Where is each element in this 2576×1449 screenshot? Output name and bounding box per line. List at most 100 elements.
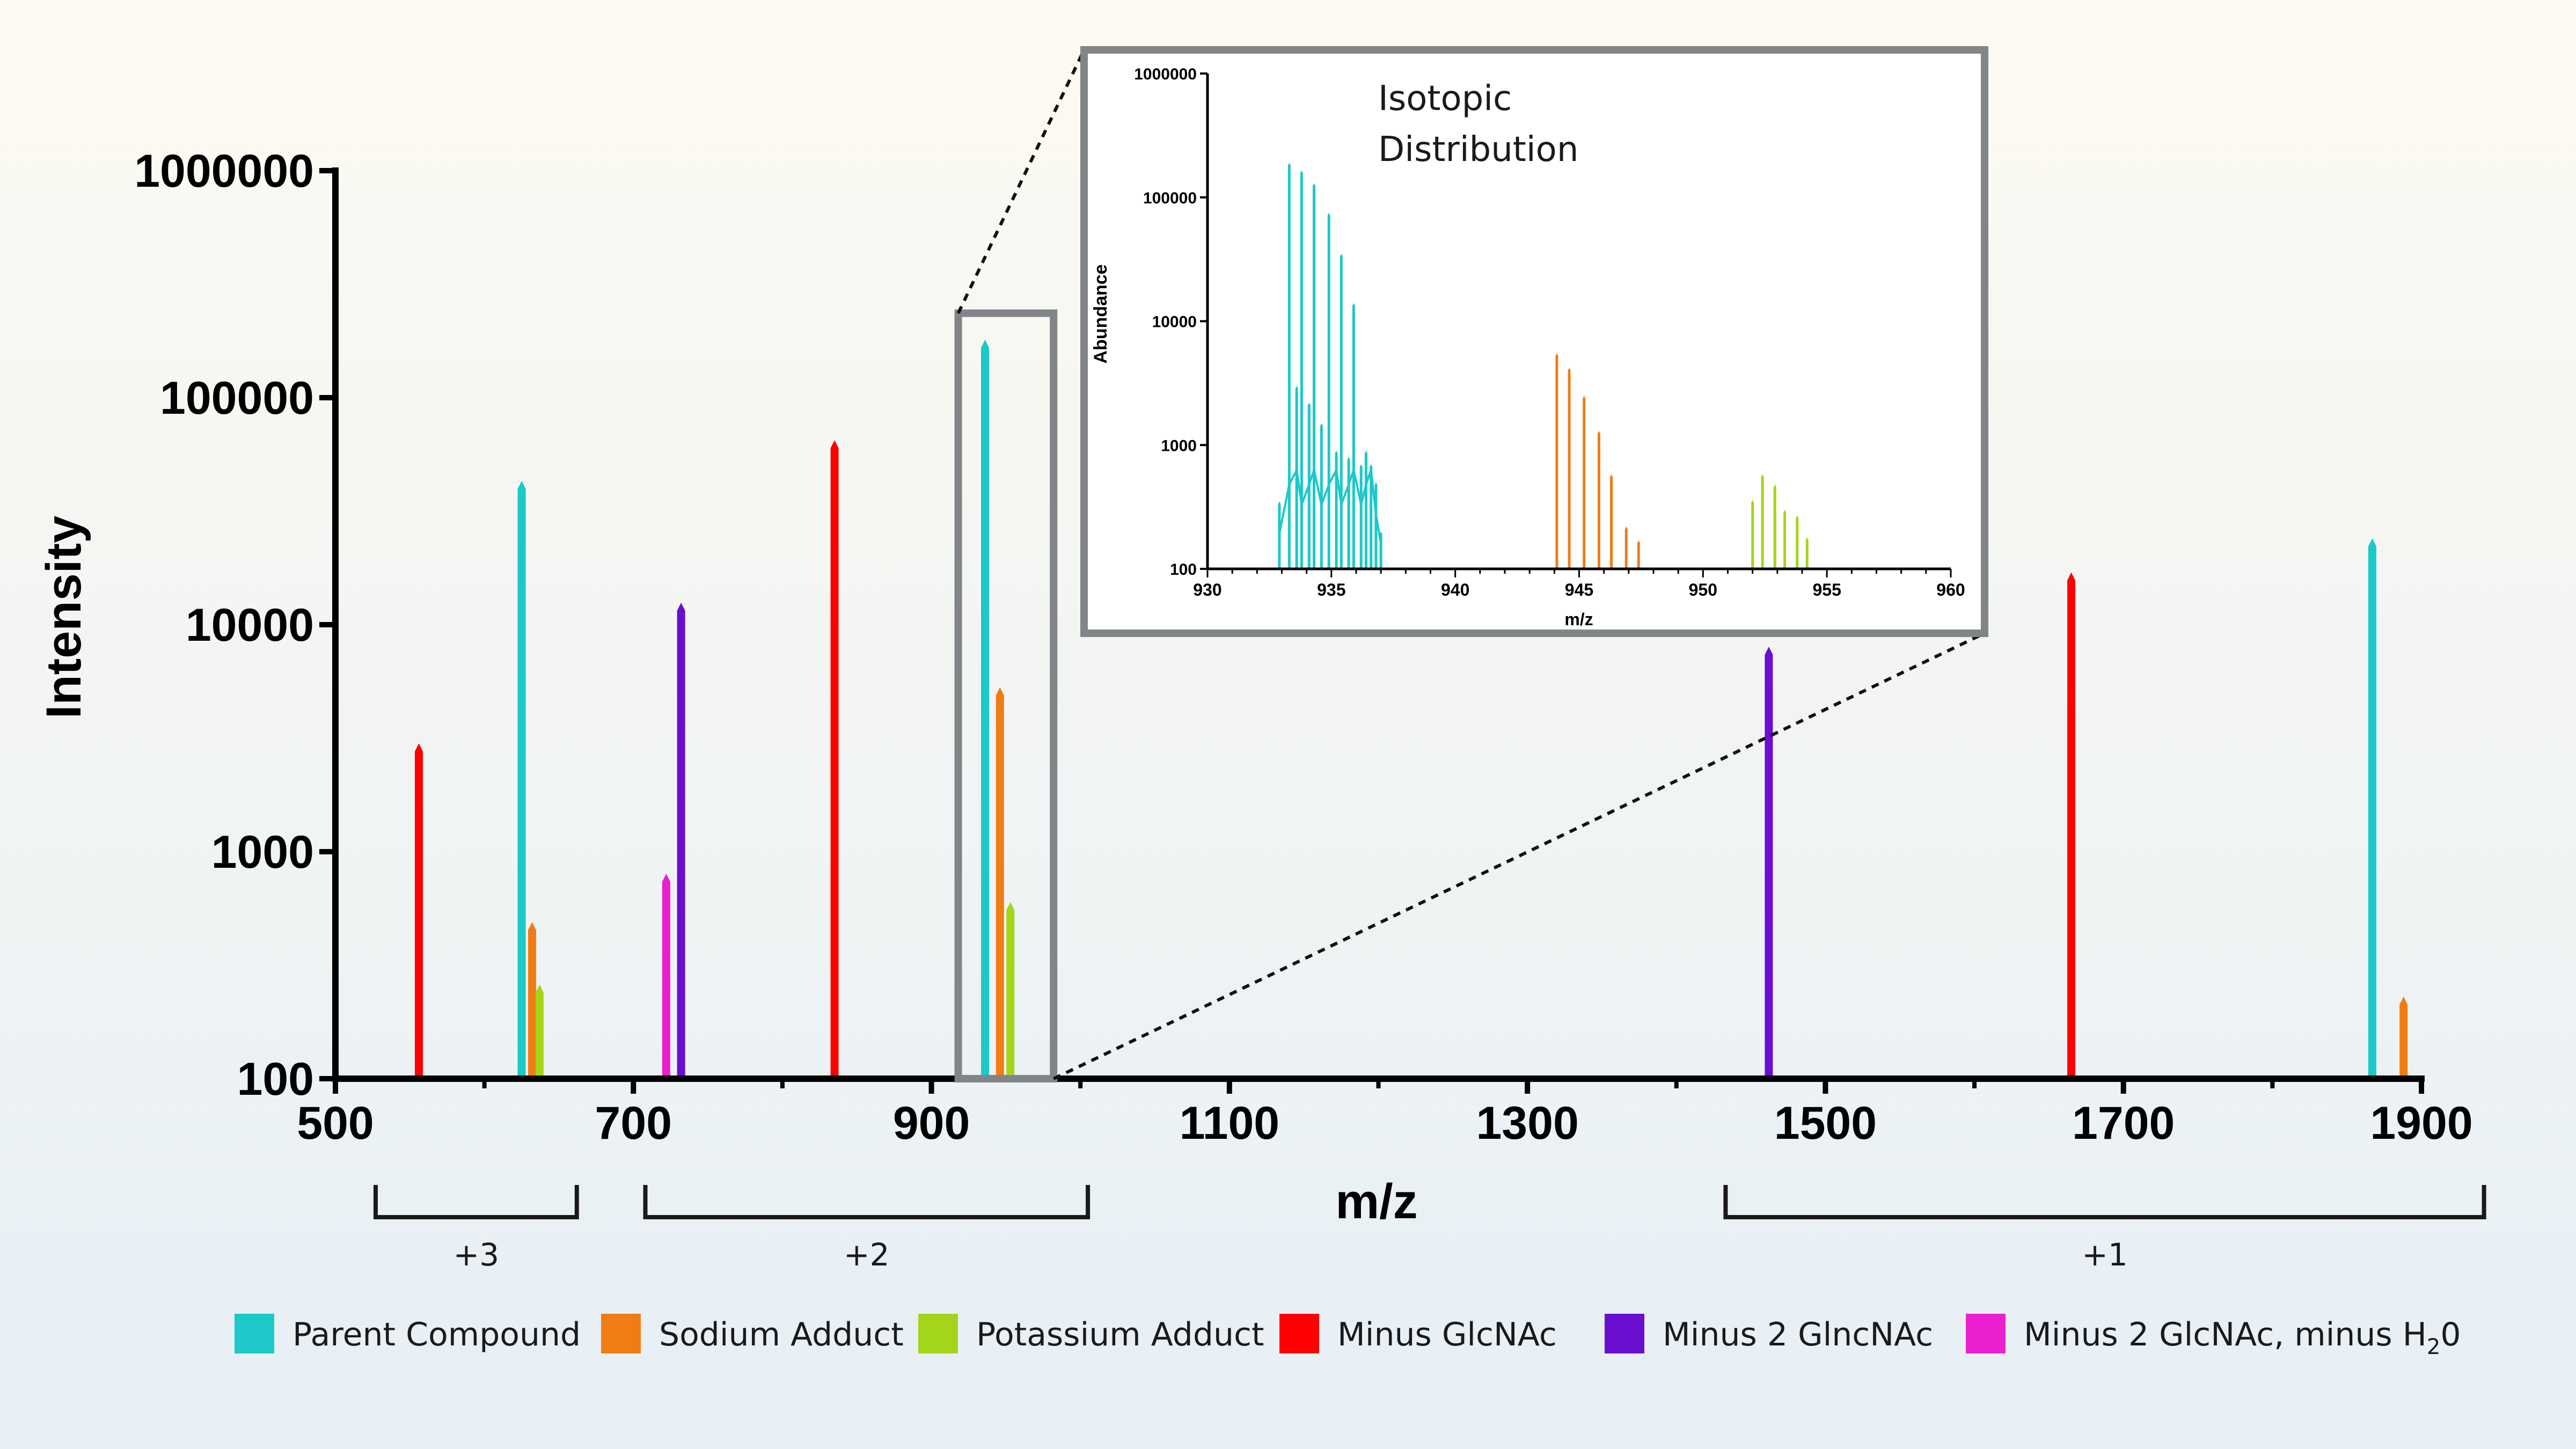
- legend-label: Minus GlcNAc: [1337, 1316, 1557, 1353]
- inset-peak-0-13: [1364, 450, 1367, 569]
- inset-y-tick-label: 100000: [1143, 189, 1197, 207]
- peak-4-0: [677, 603, 685, 1079]
- inset-peak-0-7: [1327, 213, 1330, 569]
- x-tick-label: 1500: [1774, 1097, 1877, 1149]
- x-tick-label: 1100: [1180, 1097, 1280, 1149]
- charge-label: +3: [453, 1236, 500, 1273]
- peak-0-0: [517, 481, 526, 1079]
- inset-peak-1-4: [1610, 474, 1613, 569]
- inset-peak-2-3: [1783, 509, 1787, 569]
- x-tick-label: 1300: [1476, 1097, 1578, 1149]
- peak-1-1: [996, 687, 1004, 1079]
- inset-x-axis-label: m/z: [1564, 610, 1593, 629]
- inset-peak-1-2: [1583, 396, 1586, 569]
- inset-peak-1-5: [1624, 526, 1628, 569]
- legend-swatch: [235, 1314, 274, 1353]
- inset-peak-0-5: [1313, 183, 1316, 569]
- charge-label: +1: [2082, 1236, 2128, 1273]
- inset-peak-2-4: [1796, 515, 1799, 569]
- inset-x-tick-label: 945: [1565, 580, 1593, 599]
- inset-peak-1-0: [1555, 353, 1558, 569]
- y-tick-label: 1000000: [134, 145, 314, 197]
- peak-4-1: [1765, 646, 1773, 1079]
- legend-label: Parent Compound: [292, 1316, 581, 1353]
- inset-frame: [1080, 46, 1988, 637]
- inset-peak-2-2: [1773, 484, 1776, 569]
- legend-swatch: [1966, 1314, 2006, 1353]
- peak-3-2: [2067, 572, 2076, 1079]
- inset-peak-0-3: [1300, 170, 1303, 569]
- inset-axes: 100 1000 10000 100000 1000000 930 935 940 945 950…: [1134, 65, 1965, 599]
- charge-bracket: [643, 1185, 1091, 1219]
- legend: Parent Compound Sodium Adduct Potassium Ad…: [235, 1314, 2461, 1359]
- peak-3-1: [830, 440, 839, 1079]
- peak-0-1: [981, 340, 990, 1079]
- x-tick-label: 1900: [2370, 1097, 2472, 1149]
- inset-peak-1-6: [1637, 540, 1640, 569]
- legend-label: Minus 2 GlcNAc, minus H20: [2024, 1316, 2461, 1359]
- inset-y-tick-label: 10000: [1152, 313, 1197, 331]
- inset-peak-0-11: [1352, 303, 1355, 569]
- peak-0-2: [2368, 538, 2376, 1079]
- inset-peak-1-1: [1568, 368, 1571, 569]
- zoom-indicator: [954, 49, 1986, 1082]
- inset-peak-2-5: [1805, 537, 1809, 569]
- inset-peak-0-10: [1347, 457, 1350, 569]
- x-tick-label: 900: [893, 1097, 970, 1149]
- inset-x-tick-label: 955: [1812, 580, 1841, 599]
- inset-x-tick-label: 935: [1317, 580, 1345, 599]
- inset-x-tick-label: 930: [1193, 580, 1221, 599]
- inset-y-tick-label: 100: [1170, 561, 1197, 579]
- legend-label: Minus 2 GlncNAc: [1663, 1316, 1933, 1353]
- y-tick-label: 10000: [186, 599, 314, 651]
- legend-swatch: [601, 1314, 641, 1353]
- inset-peak-2-1: [1761, 474, 1764, 569]
- inset-baseline-trace: [1278, 466, 1382, 544]
- peak-5-0: [662, 873, 670, 1079]
- peak-2-1: [1006, 902, 1015, 1079]
- charge-label: +2: [844, 1236, 890, 1273]
- inset-y-tick-label: 1000000: [1134, 65, 1197, 83]
- y-tick-label: 100: [237, 1053, 314, 1105]
- legend-swatch: [918, 1314, 958, 1353]
- charge-bracket: [1723, 1185, 2486, 1219]
- legend-swatch: [1279, 1314, 1319, 1353]
- x-tick-label: 1700: [2072, 1097, 2175, 1149]
- inset-peak-1-3: [1597, 430, 1600, 569]
- main-axes: 100 1000 10000 100000 1000000 500 700 900 1100 13…: [134, 145, 2472, 1149]
- charge-bracket: [373, 1185, 579, 1219]
- inset-peak-2-0: [1751, 500, 1754, 569]
- charge-brackets: +3 +2 +1: [373, 1185, 2486, 1273]
- inset-peak-0-12: [1359, 464, 1363, 569]
- inset-x-tick-label: 960: [1936, 580, 1965, 599]
- y-tick-label: 1000: [211, 826, 314, 878]
- peak-1-0: [528, 922, 536, 1079]
- main-peaks: [414, 340, 2408, 1079]
- inset-x-tick-label: 940: [1441, 580, 1469, 599]
- inset-peak-0-0: [1278, 501, 1281, 569]
- main-chart: 100 1000 10000 100000 1000000 500 700 900 1100 13…: [36, 145, 2486, 1273]
- inset-peak-0-9: [1340, 253, 1343, 569]
- inset-peak-0-14: [1370, 464, 1373, 569]
- legend-label: Sodium Adduct: [659, 1316, 904, 1353]
- y-axis-label: Intensity: [36, 516, 91, 719]
- peak-2-0: [535, 984, 544, 1079]
- x-axis-label: m/z: [1335, 1174, 1417, 1229]
- inset-y-tick-label: 1000: [1161, 437, 1197, 455]
- inset-peaks: [1278, 163, 1809, 569]
- x-tick-label: 500: [297, 1097, 374, 1149]
- peak-1-2: [2399, 996, 2408, 1079]
- legend-swatch: [1605, 1314, 1644, 1353]
- x-tick-label: 700: [595, 1097, 672, 1149]
- inset-y-axis-label: Abundance: [1091, 264, 1111, 363]
- y-tick-label: 100000: [160, 372, 314, 424]
- zoom-connector-bottom: [1052, 632, 1986, 1080]
- zoom-connector-top: [956, 49, 1086, 314]
- peak-3-0: [414, 743, 423, 1079]
- inset-x-tick-label: 950: [1689, 580, 1717, 599]
- inset-peak-0-1: [1287, 163, 1291, 569]
- inset-chart: 100 1000 10000 100000 1000000 930 935 940 945 950…: [1080, 46, 1988, 637]
- legend-label: Potassium Adduct: [976, 1316, 1264, 1353]
